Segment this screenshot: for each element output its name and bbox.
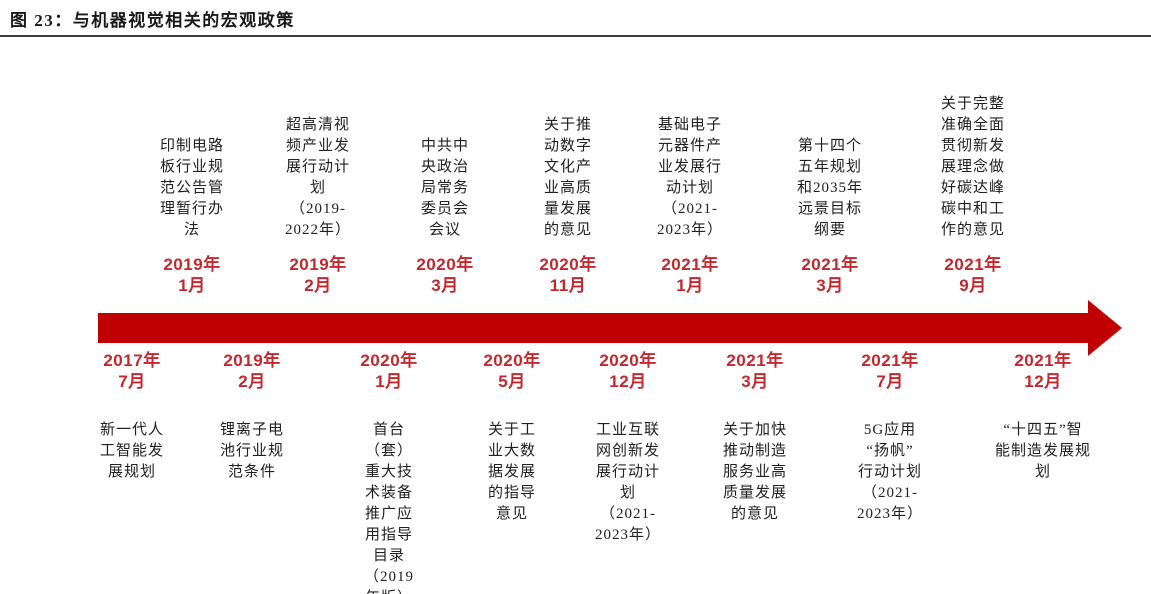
policy-date: 2021年 7月 bbox=[861, 351, 919, 391]
timeline-item-below-4: 2020年 5月 关于工 业大数 据发展 的指导 意见 bbox=[457, 350, 567, 525]
arrow-head-icon bbox=[1088, 300, 1122, 356]
timeline-item-above-2: 超高清视 频产业发 展行动计 划 （2019- 2022年） 2019年 2月 bbox=[263, 74, 373, 296]
policy-text: “十四五”智 能制造发展规 划 bbox=[994, 422, 1091, 480]
timeline-item-above-5: 基础电子 元器件产 业发展行 动计划 （2021- 2023年） 2021年 1… bbox=[635, 74, 745, 296]
policy-text: 工业互联 网创新发 展行动计 划 （2021- 2023年） bbox=[594, 422, 661, 543]
timeline-item-below-5: 2020年 12月 工业互联 网创新发 展行动计 划 （2021- 2023年） bbox=[573, 350, 683, 546]
policy-date: 2020年 12月 bbox=[599, 351, 657, 391]
timeline-item-below-2: 2019年 2月 锂离子电 池行业规 范条件 bbox=[197, 350, 307, 483]
timeline-item-above-1: 印制电路 板行业规 范公告管 理暂行办 法 2019年 1月 bbox=[137, 74, 247, 296]
policy-date: 2020年 11月 bbox=[539, 255, 597, 295]
policy-date: 2020年 1月 bbox=[360, 351, 418, 391]
policy-text: 关于推 动数字 文化产 业高质 量发展 的意见 bbox=[543, 117, 592, 238]
arrow-bar bbox=[98, 313, 1088, 343]
timeline-item-below-6: 2021年 3月 关于加快 推动制造 服务业高 质量发展 的意见 bbox=[700, 350, 810, 525]
policy-text: 第十四个 五年规划 和2035年 远景目标 纲要 bbox=[796, 138, 863, 238]
timeline-item-below-8: 2021年 12月 “十四五”智 能制造发展规 划 bbox=[988, 350, 1098, 483]
timeline-item-below-1: 2017年 7月 新一代人 工智能发 展规划 bbox=[77, 350, 187, 483]
figure-title: 图 23：与机器视觉相关的宏观政策 bbox=[10, 11, 295, 30]
policy-text: 中共中 央政治 局常务 委员会 会议 bbox=[420, 138, 469, 238]
policy-text: 新一代人 工智能发 展规划 bbox=[99, 422, 164, 480]
policy-date: 2021年 1月 bbox=[661, 255, 719, 295]
timeline-item-below-3: 2020年 1月 首台 （套） 重大技 术装备 推广应 用指导 目录 （2019… bbox=[334, 350, 444, 594]
timeline-item-below-7: 2021年 7月 5G应用 “扬帆” 行动计划 （2021- 2023年） bbox=[835, 350, 945, 525]
policy-text: 关于加快 推动制造 服务业高 质量发展 的意见 bbox=[722, 422, 787, 522]
policy-text: 关于工 业大数 据发展 的指导 意见 bbox=[487, 422, 536, 522]
policy-text: 5G应用 “扬帆” 行动计划 （2021- 2023年） bbox=[856, 422, 923, 522]
policy-date: 2019年 2月 bbox=[289, 255, 347, 295]
policy-text: 锂离子电 池行业规 范条件 bbox=[219, 422, 284, 480]
timeline-item-above-7: 关于完整 准确全面 贯彻新发 展理念做 好碳达峰 碳中和工 作的意见 2021年… bbox=[918, 74, 1028, 296]
policy-text: 首台 （套） 重大技 术装备 推广应 用指导 目录 （2019 年版） bbox=[363, 422, 414, 594]
policy-date: 2021年 9月 bbox=[944, 255, 1002, 295]
policy-date: 2021年 3月 bbox=[726, 351, 784, 391]
timeline-item-above-6: 第十四个 五年规划 和2035年 远景目标 纲要 2021年 3月 bbox=[775, 74, 885, 296]
policy-date: 2017年 7月 bbox=[103, 351, 161, 391]
policy-text: 关于完整 准确全面 贯彻新发 展理念做 好碳达峰 碳中和工 作的意见 bbox=[940, 96, 1005, 238]
policy-date: 2019年 1月 bbox=[163, 255, 221, 295]
policy-date: 2021年 3月 bbox=[801, 255, 859, 295]
policy-text: 超高清视 频产业发 展行动计 划 （2019- 2022年） bbox=[284, 117, 351, 238]
timeline-item-above-4: 关于推 动数字 文化产 业高质 量发展 的意见 2020年 11月 bbox=[513, 74, 623, 296]
timeline-item-above-3: 中共中 央政治 局常务 委员会 会议 2020年 3月 bbox=[390, 74, 500, 296]
policy-date: 2020年 3月 bbox=[416, 255, 474, 295]
policy-date: 2021年 12月 bbox=[1014, 351, 1072, 391]
policy-date: 2020年 5月 bbox=[483, 351, 541, 391]
policy-date: 2019年 2月 bbox=[223, 351, 281, 391]
policy-text: 基础电子 元器件产 业发展行 动计划 （2021- 2023年） bbox=[656, 117, 723, 238]
policy-text: 印制电路 板行业规 范公告管 理暂行办 法 bbox=[159, 138, 224, 238]
title-rule bbox=[0, 35, 1151, 37]
